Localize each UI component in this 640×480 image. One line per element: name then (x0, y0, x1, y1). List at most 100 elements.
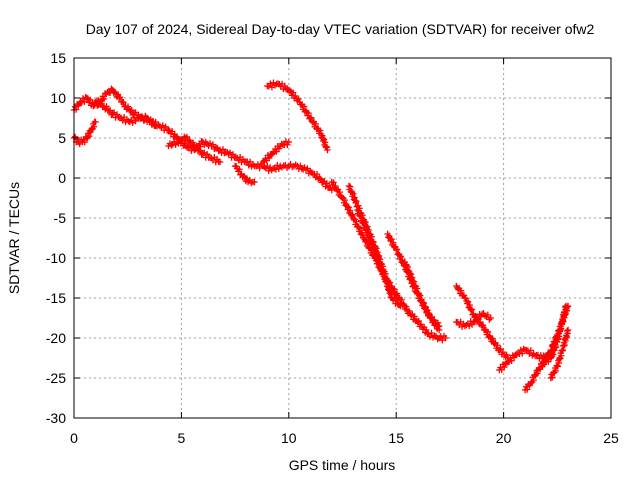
y-tick-label: -15 (46, 290, 66, 306)
data-point (274, 162, 281, 169)
tick-labels: 0 5 10 15 20 25 15 10 5 0 -5 -10 -15 -20 -25 -30 (46, 50, 619, 446)
data-point (527, 347, 535, 354)
data-point (508, 357, 515, 364)
data-point (336, 188, 344, 196)
data-point (313, 170, 321, 178)
data-point (93, 97, 101, 104)
data-point (284, 141, 291, 149)
data-point (423, 326, 430, 334)
y-axis-label: SDTVAR / TECUs (6, 182, 22, 294)
data-point (259, 158, 267, 166)
data-point (316, 174, 323, 182)
data-point (92, 118, 99, 126)
data-point (548, 347, 555, 354)
data-point (552, 367, 560, 375)
data-point (551, 340, 558, 347)
data-point (265, 167, 272, 175)
data-point (219, 146, 227, 153)
data-point (520, 345, 527, 353)
data-point (496, 346, 503, 354)
data-point (320, 136, 328, 143)
data-point (466, 301, 473, 309)
plot-frame (73, 57, 612, 419)
data-point (428, 313, 435, 321)
data-point (285, 138, 292, 146)
data-point (503, 351, 510, 359)
data-point (393, 246, 400, 254)
data-point (267, 80, 274, 87)
data-point (564, 326, 572, 334)
series-track-3 (92, 97, 159, 130)
data-point (159, 122, 166, 129)
data-points (70, 79, 572, 394)
axis-ticks (73, 57, 612, 419)
data-point (341, 196, 349, 204)
data-point (484, 311, 492, 319)
data-point (295, 95, 302, 103)
data-point (361, 221, 369, 229)
data-point (478, 322, 486, 330)
data-point (393, 246, 401, 253)
y-tick-label: -10 (46, 250, 66, 266)
data-point (175, 140, 182, 147)
data-point (176, 136, 184, 143)
data-point (534, 370, 541, 377)
series-track-15 (496, 345, 555, 374)
data-point (404, 263, 412, 271)
data-point (172, 141, 179, 149)
data-point (372, 247, 379, 255)
x-tick-label: 25 (603, 430, 619, 446)
data-point (366, 233, 374, 240)
data-point (363, 226, 370, 233)
data-point (549, 374, 556, 381)
data-point (124, 103, 132, 110)
data-point (397, 302, 404, 310)
data-point (289, 89, 297, 96)
data-point (484, 328, 492, 336)
data-point (375, 255, 382, 262)
series-track-7 (264, 79, 331, 154)
data-point (408, 312, 415, 319)
data-point (501, 363, 508, 371)
data-point (345, 204, 352, 211)
data-point (487, 314, 494, 322)
series-track-5 (231, 162, 258, 187)
data-point (532, 371, 540, 379)
data-point (540, 361, 548, 368)
x-tick-label: 20 (496, 430, 512, 446)
data-point (113, 111, 121, 118)
data-point (312, 120, 319, 128)
series-track-17 (547, 326, 572, 382)
data-point (188, 147, 195, 154)
data-point (316, 127, 324, 134)
data-point (265, 154, 273, 162)
data-point (491, 340, 498, 348)
series-track-14 (453, 310, 494, 330)
data-point (269, 150, 277, 157)
data-point (92, 98, 99, 106)
data-point (407, 271, 415, 278)
data-point (245, 162, 252, 169)
data-point (494, 342, 501, 349)
data-point (330, 179, 337, 186)
data-point (563, 333, 570, 340)
data-point (128, 106, 135, 114)
data-point (132, 117, 139, 125)
data-point (426, 333, 434, 340)
data-point (120, 99, 127, 106)
data-point (107, 107, 114, 114)
y-tick-label: 15 (50, 50, 66, 66)
data-point (479, 322, 487, 329)
data-point (298, 165, 305, 172)
data-point (442, 334, 449, 342)
data-point (198, 137, 205, 145)
data-point (278, 140, 285, 148)
data-point (405, 307, 413, 315)
data-point (519, 350, 526, 357)
grid-lines (74, 58, 611, 418)
data-point (464, 298, 472, 306)
data-point (416, 292, 424, 299)
data-point (203, 150, 211, 158)
data-point (256, 164, 263, 172)
